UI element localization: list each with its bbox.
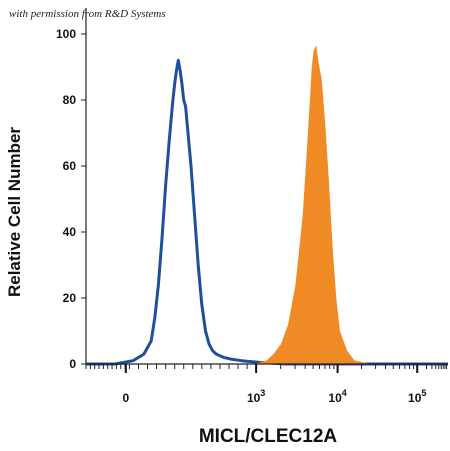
permission-watermark: with permission from R&D Systems bbox=[9, 8, 166, 20]
y-axis-title: Relative Cell Number bbox=[5, 127, 24, 297]
y-tick-label: 60 bbox=[63, 159, 77, 173]
y-tick-label: 20 bbox=[63, 291, 77, 305]
series-filled-histogram bbox=[86, 45, 448, 365]
x-tick-label: 103 bbox=[247, 388, 265, 405]
x-axis-title: MICL/CLEC12A bbox=[199, 426, 338, 447]
y-tick-label: 40 bbox=[63, 225, 77, 239]
y-tick-label: 80 bbox=[63, 93, 77, 107]
y-axis-ticks: 0 20 40 60 80 100 bbox=[56, 27, 86, 371]
x-tick-label: 0 bbox=[122, 391, 129, 405]
plot-area bbox=[86, 45, 448, 366]
x-tick-label: 104 bbox=[328, 388, 346, 405]
y-tick-label: 100 bbox=[56, 27, 76, 41]
series-outline-histogram bbox=[86, 58, 448, 366]
x-axis-ticks: 0 103 104 105 bbox=[122, 364, 426, 405]
x-tick-label: 105 bbox=[408, 388, 426, 405]
y-tick-label: 0 bbox=[69, 357, 76, 371]
